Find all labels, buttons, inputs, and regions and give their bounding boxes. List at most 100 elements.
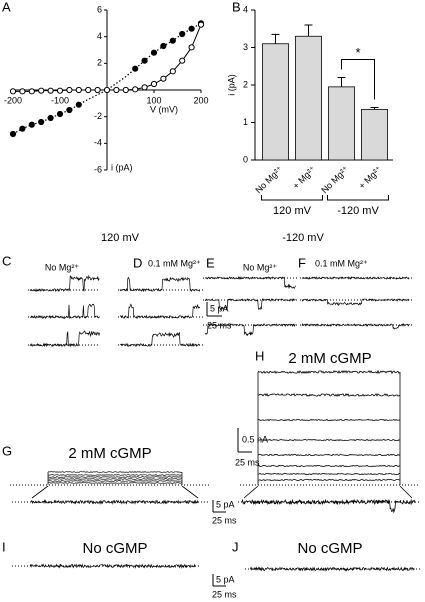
condition-label: No Mg²⁺	[243, 262, 278, 272]
x-tick-label: + Mg²⁺	[291, 164, 318, 191]
data-point	[9, 130, 17, 138]
significance-bracket	[341, 59, 375, 100]
data-point	[188, 25, 195, 32]
data-point	[103, 86, 111, 94]
group-bracket	[261, 195, 323, 201]
x-tick-label: -200	[4, 95, 22, 105]
y-tick-label: 2	[97, 58, 102, 68]
panel-letter: F	[298, 255, 306, 270]
bar	[361, 108, 388, 161]
data-point	[75, 86, 82, 94]
current-trace	[257, 472, 400, 476]
data-point	[47, 87, 54, 94]
current-trace	[257, 453, 401, 457]
y-tick-label: -4	[94, 138, 102, 148]
data-point	[132, 65, 139, 72]
data-point	[122, 86, 129, 94]
data-point	[47, 114, 54, 122]
y-tick-label: 0	[243, 154, 248, 164]
current-trace	[119, 276, 200, 293]
current-trace	[47, 474, 183, 476]
current-trace	[241, 498, 416, 514]
panel-letter: A	[2, 0, 11, 14]
data-point	[38, 87, 45, 94]
panel-letter: G	[2, 443, 12, 458]
panel-letter: H	[255, 348, 264, 363]
zoom-lines	[243, 485, 413, 499]
current-trace	[47, 478, 183, 480]
y-tick-label: 1	[243, 117, 248, 127]
current-trace	[119, 332, 201, 348]
condition-label: 2 mM cGMP	[68, 445, 151, 462]
current-trace	[29, 274, 100, 293]
panel-letter: C	[2, 253, 11, 268]
current-trace	[257, 464, 401, 468]
data-point	[56, 87, 64, 94]
data-point	[38, 118, 45, 126]
current-trace	[47, 482, 183, 484]
panel-letter: B	[232, 0, 241, 14]
data-point	[19, 125, 26, 132]
data-point	[28, 88, 35, 95]
voltage-label: -120 mV	[282, 232, 324, 244]
current-trace	[29, 563, 196, 569]
data-point	[113, 86, 120, 94]
current-trace	[258, 418, 401, 422]
data-point	[150, 80, 158, 88]
data-point	[141, 84, 148, 91]
current-trace	[47, 476, 183, 478]
panel-letter: D	[133, 255, 142, 270]
condition-label: No cGMP	[82, 540, 147, 557]
current-trace	[250, 566, 415, 572]
zoom-lines	[31, 485, 199, 499]
y-tick-label: 4	[97, 31, 102, 41]
data-point	[66, 106, 73, 114]
current-trace	[301, 298, 410, 307]
data-point	[197, 21, 205, 28]
panel-letter: I	[2, 539, 6, 554]
data-point	[179, 30, 186, 38]
series-line	[12, 22, 202, 135]
data-point	[56, 110, 64, 118]
data-point	[19, 88, 26, 95]
current-trace	[257, 478, 401, 482]
group-bracket	[327, 195, 389, 201]
data-point	[85, 86, 92, 94]
bar	[295, 35, 322, 161]
y-tick-label: 3	[243, 42, 248, 52]
data-point	[9, 88, 17, 95]
current-trace	[119, 303, 201, 320]
x-tick-label: 200	[193, 95, 208, 105]
condition-label: No cGMP	[297, 540, 362, 557]
y-axis-label: i (pA)	[226, 74, 236, 96]
current-trace	[204, 298, 296, 311]
scale-label: 5 pA	[216, 574, 235, 584]
scale-label: 25 ms	[212, 515, 237, 525]
significance-label: *	[355, 45, 360, 60]
data-point	[94, 86, 101, 94]
y-tick-label: -6	[94, 164, 102, 174]
bar	[328, 86, 355, 161]
y-tick-label: 6	[97, 4, 102, 14]
x-tick-label: No Mg²⁺	[253, 164, 284, 195]
y-tick-label: 2	[243, 79, 248, 89]
scale-label: 0.5 nA	[242, 434, 268, 444]
condition-label: 0.1 mM Mg²⁺	[148, 258, 201, 268]
condition-label: 2 mM cGMP	[288, 350, 371, 367]
x-tick-label: No Mg²⁺	[319, 164, 350, 195]
y-tick-label: -2	[94, 111, 102, 121]
bar	[262, 43, 289, 161]
panel-letter: E	[206, 255, 215, 270]
group-label: -120 mV	[337, 205, 379, 217]
data-point	[188, 44, 195, 51]
y-tick-label: 4	[243, 4, 248, 14]
current-trace	[204, 323, 296, 337]
current-trace	[29, 330, 100, 348]
data-point	[75, 101, 82, 108]
current-trace	[257, 438, 401, 442]
x-tick-label: 100	[146, 95, 161, 105]
data-point	[179, 57, 186, 64]
condition-label: 0.1 mM Mg²⁺	[315, 258, 368, 268]
scale-label: 5 pA	[216, 499, 235, 509]
